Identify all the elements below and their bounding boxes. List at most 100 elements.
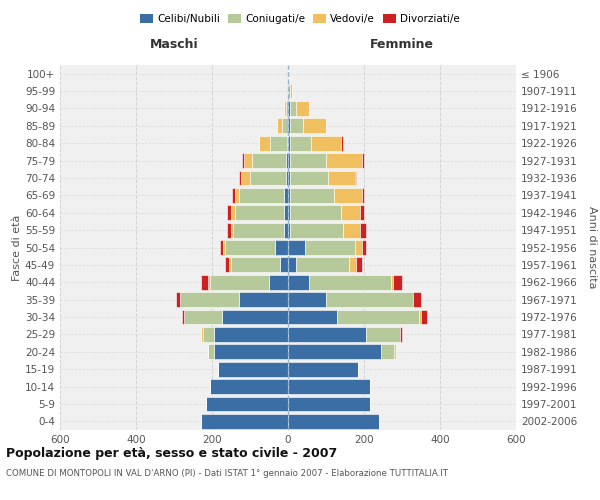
Bar <box>413 292 421 307</box>
Bar <box>288 153 290 168</box>
Bar <box>220 240 223 255</box>
Text: Femmine: Femmine <box>370 38 434 51</box>
Bar <box>286 170 288 186</box>
Bar <box>200 327 203 342</box>
Bar <box>391 275 392 289</box>
Bar <box>284 101 286 116</box>
Bar <box>290 136 311 150</box>
Bar <box>290 170 328 186</box>
Bar <box>284 222 288 238</box>
Legend: Celibi/Nubili, Coniugati/e, Vedovi/e, Divorziati/e: Celibi/Nubili, Coniugati/e, Vedovi/e, Di… <box>136 10 464 29</box>
Bar <box>288 136 290 150</box>
Bar <box>394 344 396 359</box>
Bar <box>239 170 241 186</box>
Bar <box>288 84 290 98</box>
Bar <box>288 379 370 394</box>
Bar <box>200 414 288 428</box>
Bar <box>259 136 270 150</box>
Bar <box>341 136 343 150</box>
Bar <box>290 188 334 202</box>
Bar <box>290 206 341 220</box>
Bar <box>328 170 355 186</box>
Bar <box>231 222 233 238</box>
Bar <box>235 206 284 220</box>
Bar <box>182 310 184 324</box>
Bar <box>223 240 226 255</box>
Bar <box>231 206 235 220</box>
Bar <box>208 275 210 289</box>
Bar <box>180 292 239 307</box>
Bar <box>176 292 180 307</box>
Bar <box>337 310 419 324</box>
Bar <box>355 240 362 255</box>
Bar <box>356 258 362 272</box>
Bar <box>270 136 287 150</box>
Bar <box>288 170 290 186</box>
Bar <box>280 258 288 272</box>
Bar <box>287 136 288 150</box>
Bar <box>286 101 288 116</box>
Bar <box>232 188 235 202</box>
Bar <box>226 258 229 272</box>
Bar <box>283 118 288 133</box>
Bar <box>290 84 292 98</box>
Bar <box>288 275 309 289</box>
Bar <box>326 153 362 168</box>
Bar <box>284 206 288 220</box>
Bar <box>206 396 288 411</box>
Bar <box>334 188 362 202</box>
Bar <box>235 188 239 202</box>
Bar <box>296 101 309 116</box>
Bar <box>218 362 288 376</box>
Bar <box>229 258 231 272</box>
Bar <box>290 101 296 116</box>
Bar <box>362 240 366 255</box>
Bar <box>203 327 214 342</box>
Bar <box>288 101 290 116</box>
Bar <box>244 153 252 168</box>
Bar <box>362 153 364 168</box>
Bar <box>288 118 290 133</box>
Text: COMUNE DI MONTOPOLI IN VAL D'ARNO (PI) - Dati ISTAT 1° gennaio 2007 - Elaborazio: COMUNE DI MONTOPOLI IN VAL D'ARNO (PI) -… <box>6 469 448 478</box>
Bar <box>288 206 290 220</box>
Bar <box>226 240 275 255</box>
Bar <box>208 344 214 359</box>
Bar <box>231 258 280 272</box>
Bar <box>349 258 356 272</box>
Bar <box>284 188 288 202</box>
Bar <box>288 414 379 428</box>
Bar <box>288 396 370 411</box>
Bar <box>210 379 288 394</box>
Bar <box>239 188 284 202</box>
Bar <box>296 258 349 272</box>
Bar <box>214 344 288 359</box>
Bar <box>241 170 250 186</box>
Bar <box>303 118 326 133</box>
Bar <box>221 310 288 324</box>
Bar <box>362 188 364 202</box>
Text: Maschi: Maschi <box>149 38 199 51</box>
Bar <box>233 222 284 238</box>
Bar <box>227 206 231 220</box>
Bar <box>239 292 288 307</box>
Bar <box>275 240 288 255</box>
Y-axis label: Fasce di età: Fasce di età <box>12 214 22 280</box>
Bar <box>381 344 394 359</box>
Bar <box>421 310 427 324</box>
Bar <box>326 292 413 307</box>
Bar <box>400 327 402 342</box>
Y-axis label: Anni di nascita: Anni di nascita <box>587 206 597 289</box>
Bar <box>392 275 402 289</box>
Bar <box>288 188 290 202</box>
Bar <box>343 222 360 238</box>
Bar <box>269 275 288 289</box>
Bar <box>288 362 358 376</box>
Bar <box>242 153 244 168</box>
Bar <box>210 275 269 289</box>
Bar <box>311 136 341 150</box>
Bar <box>214 327 288 342</box>
Bar <box>184 310 221 324</box>
Bar <box>288 344 381 359</box>
Bar <box>355 170 356 186</box>
Bar <box>288 240 305 255</box>
